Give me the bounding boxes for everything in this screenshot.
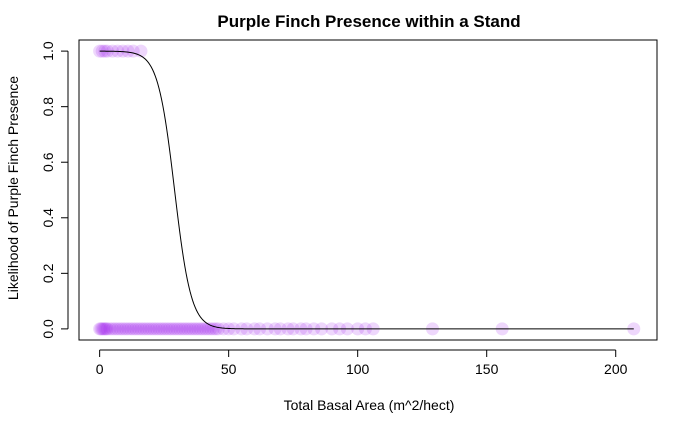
data-point [198, 322, 212, 336]
data-point [108, 322, 122, 336]
data-point [188, 322, 202, 336]
data-point [99, 322, 113, 336]
x-tick-label: 0 [96, 361, 104, 377]
data-point [204, 322, 218, 336]
data-point [129, 322, 143, 336]
y-tick-label: 0.4 [40, 208, 56, 228]
data-point [106, 322, 120, 336]
data-point [147, 322, 161, 336]
data-point [95, 322, 109, 336]
data-point [183, 322, 197, 336]
y-tick-label: 1.0 [40, 41, 56, 61]
data-point [113, 322, 127, 336]
data-point [155, 322, 169, 336]
data-point [193, 322, 207, 336]
data-point [144, 322, 158, 336]
plot-area: 0 50 100 150 200 0.0 0.2 0.4 0.6 0.8 1.0 [40, 39, 658, 377]
data-point [178, 322, 192, 336]
data-point [98, 322, 112, 336]
data-point [139, 322, 153, 336]
data-point [175, 322, 189, 336]
data-point [149, 322, 163, 336]
chart-title: Purple Finch Presence within a Stand [217, 12, 520, 31]
data-point [170, 322, 184, 336]
y-axis-label: Likelihood of Purple Finch Presence [5, 76, 21, 300]
data-point [217, 322, 230, 336]
data-point [167, 322, 181, 336]
data-point [93, 322, 107, 336]
x-tick-label: 150 [475, 361, 499, 377]
data-point [180, 322, 194, 336]
data-point [162, 322, 176, 336]
x-tick-label: 200 [604, 361, 628, 377]
data-point [160, 322, 174, 336]
data-point [191, 322, 205, 336]
data-point [116, 322, 130, 336]
data-point [121, 322, 135, 336]
data-point [134, 322, 148, 336]
data-point [124, 322, 138, 336]
data-point [111, 322, 125, 336]
data-point [152, 322, 166, 336]
y-tick-label: 0.2 [40, 263, 56, 283]
data-point [100, 322, 114, 336]
data-point [211, 322, 225, 336]
data-point [103, 322, 117, 336]
data-point [137, 322, 151, 336]
y-tick-label: 0.0 [40, 319, 56, 339]
y-tick-label: 0.6 [40, 152, 56, 172]
data-point [196, 322, 210, 336]
data-point [97, 322, 111, 336]
data-point [131, 322, 145, 336]
data-point [121, 44, 135, 58]
y-tick-label: 0.8 [40, 97, 56, 117]
plot-frame [78, 39, 658, 341]
logistic-curve [99, 50, 634, 330]
data-point [118, 322, 132, 336]
data-point [157, 322, 171, 336]
data-point [186, 322, 200, 336]
x-axis-label: Total Basal Area (m^2/hect) [284, 397, 455, 413]
data-point [165, 322, 179, 336]
data-point [206, 322, 220, 336]
data-point [94, 322, 108, 336]
x-tick-label: 100 [346, 361, 370, 377]
data-point [126, 322, 140, 336]
data-point [142, 322, 156, 336]
data-point [116, 44, 130, 58]
data-point [173, 322, 187, 336]
x-tick-label: 50 [221, 361, 237, 377]
